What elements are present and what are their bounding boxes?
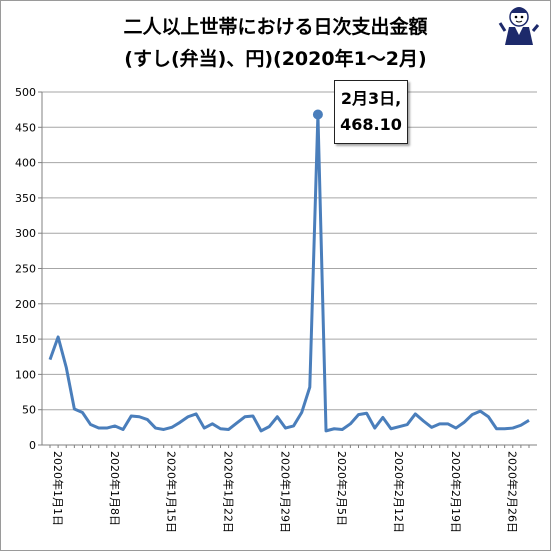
y-tick-label: 500 <box>15 86 36 99</box>
x-tick-label: 2020年1月22日 <box>221 451 235 533</box>
chart-title-line-2: (すし(弁当)、円)(2020年1〜2月) <box>124 48 427 70</box>
x-tick-label: 2020年2月5日 <box>335 451 349 526</box>
peak-marker <box>312 109 323 120</box>
y-tick-label: 250 <box>15 263 36 276</box>
y-tick-label: 150 <box>15 333 36 346</box>
callout-date: 2月3日, <box>340 89 402 108</box>
chart-title-line-1: 二人以上世帯における日次支出金額 <box>123 16 428 38</box>
cartoon-mascot-icon <box>498 7 540 45</box>
y-tick-label: 350 <box>15 192 36 205</box>
callout-value: 468.10 <box>340 115 402 134</box>
y-tick-label: 100 <box>15 368 36 381</box>
series-line <box>48 113 530 433</box>
x-tick-label: 2020年2月12日 <box>392 451 406 533</box>
x-tick-label: 2020年2月19日 <box>449 451 463 533</box>
x-tick-label: 2020年2月26日 <box>506 451 520 533</box>
y-tick-label: 50 <box>22 404 36 417</box>
x-tick-label: 2020年1月15日 <box>165 451 179 533</box>
y-tick-label: 450 <box>15 121 36 134</box>
y-tick-label: 400 <box>15 157 36 170</box>
x-tick-label: 2020年1月8日 <box>108 451 122 526</box>
y-tick-label: 0 <box>29 439 36 452</box>
peak-callout: 2月3日, 468.10 <box>334 80 408 144</box>
x-tick-label: 2020年1月29日 <box>278 451 292 533</box>
x-tick-label: 2020年1月1日 <box>51 451 65 526</box>
y-tick-label: 200 <box>15 298 36 311</box>
y-tick-label: 300 <box>15 227 36 240</box>
